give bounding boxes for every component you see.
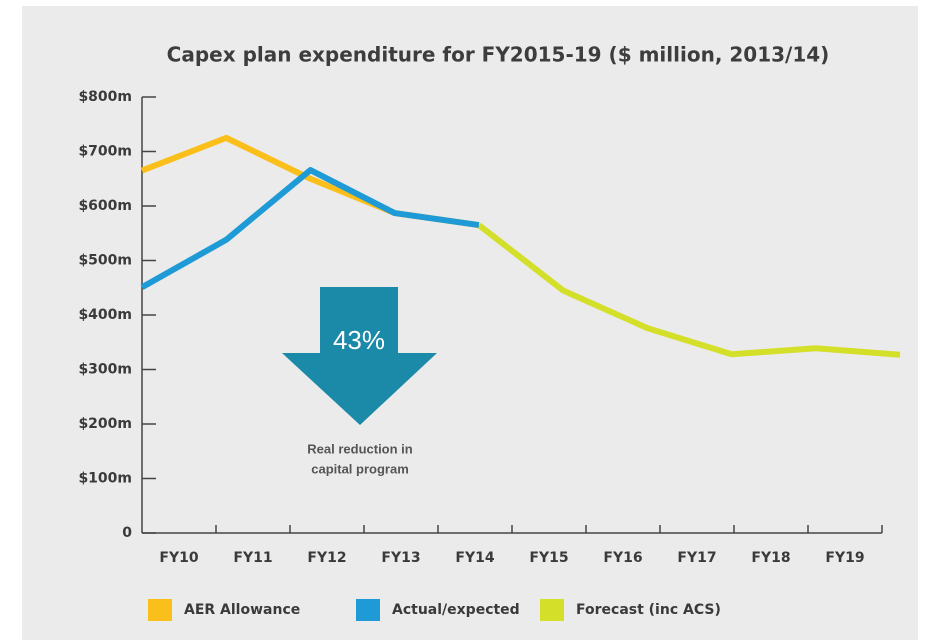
legend-swatch (356, 599, 380, 621)
x-tick-label: FY15 (529, 550, 568, 566)
arrow-label: 43% (333, 325, 385, 355)
legend-swatch (540, 599, 564, 621)
legend-label: Forecast (inc ACS) (576, 602, 721, 618)
y-tick-label: $300m (78, 362, 132, 378)
y-tick-label: $100m (78, 471, 132, 487)
x-tick-label: FY10 (159, 550, 198, 566)
series-line (140, 167, 480, 290)
x-tick-label: FY11 (233, 550, 272, 566)
x-tick-label: FY18 (751, 550, 790, 566)
y-tick-label: $600m (78, 198, 132, 214)
x-tick-label: FY14 (455, 550, 494, 566)
x-tick-label: FY12 (307, 550, 346, 566)
chart-title: Capex plan expenditure for FY2015-19 ($ … (167, 43, 830, 67)
chart-background (22, 6, 918, 640)
legend-label: Actual/expected (392, 602, 520, 618)
reduction-arrow (282, 287, 437, 425)
y-tick-label: $500m (78, 253, 132, 269)
x-tick-label: FY17 (677, 550, 716, 566)
x-tick-label: FY13 (381, 550, 420, 566)
y-tick-label: $200m (78, 416, 132, 432)
y-tick-label: 0 (122, 525, 132, 541)
x-tick-label: FY19 (825, 550, 864, 566)
y-tick-label: $400m (78, 307, 132, 323)
y-tick-label: $800m (78, 89, 132, 105)
x-tick-label: FY16 (603, 550, 642, 566)
y-tick-label: $700m (78, 144, 132, 160)
legend-swatch (148, 599, 172, 621)
legend-label: AER Allowance (184, 602, 300, 618)
annotation-text: capital program (311, 461, 409, 476)
annotation-text: Real reduction in (307, 441, 413, 456)
series-line (477, 222, 901, 358)
